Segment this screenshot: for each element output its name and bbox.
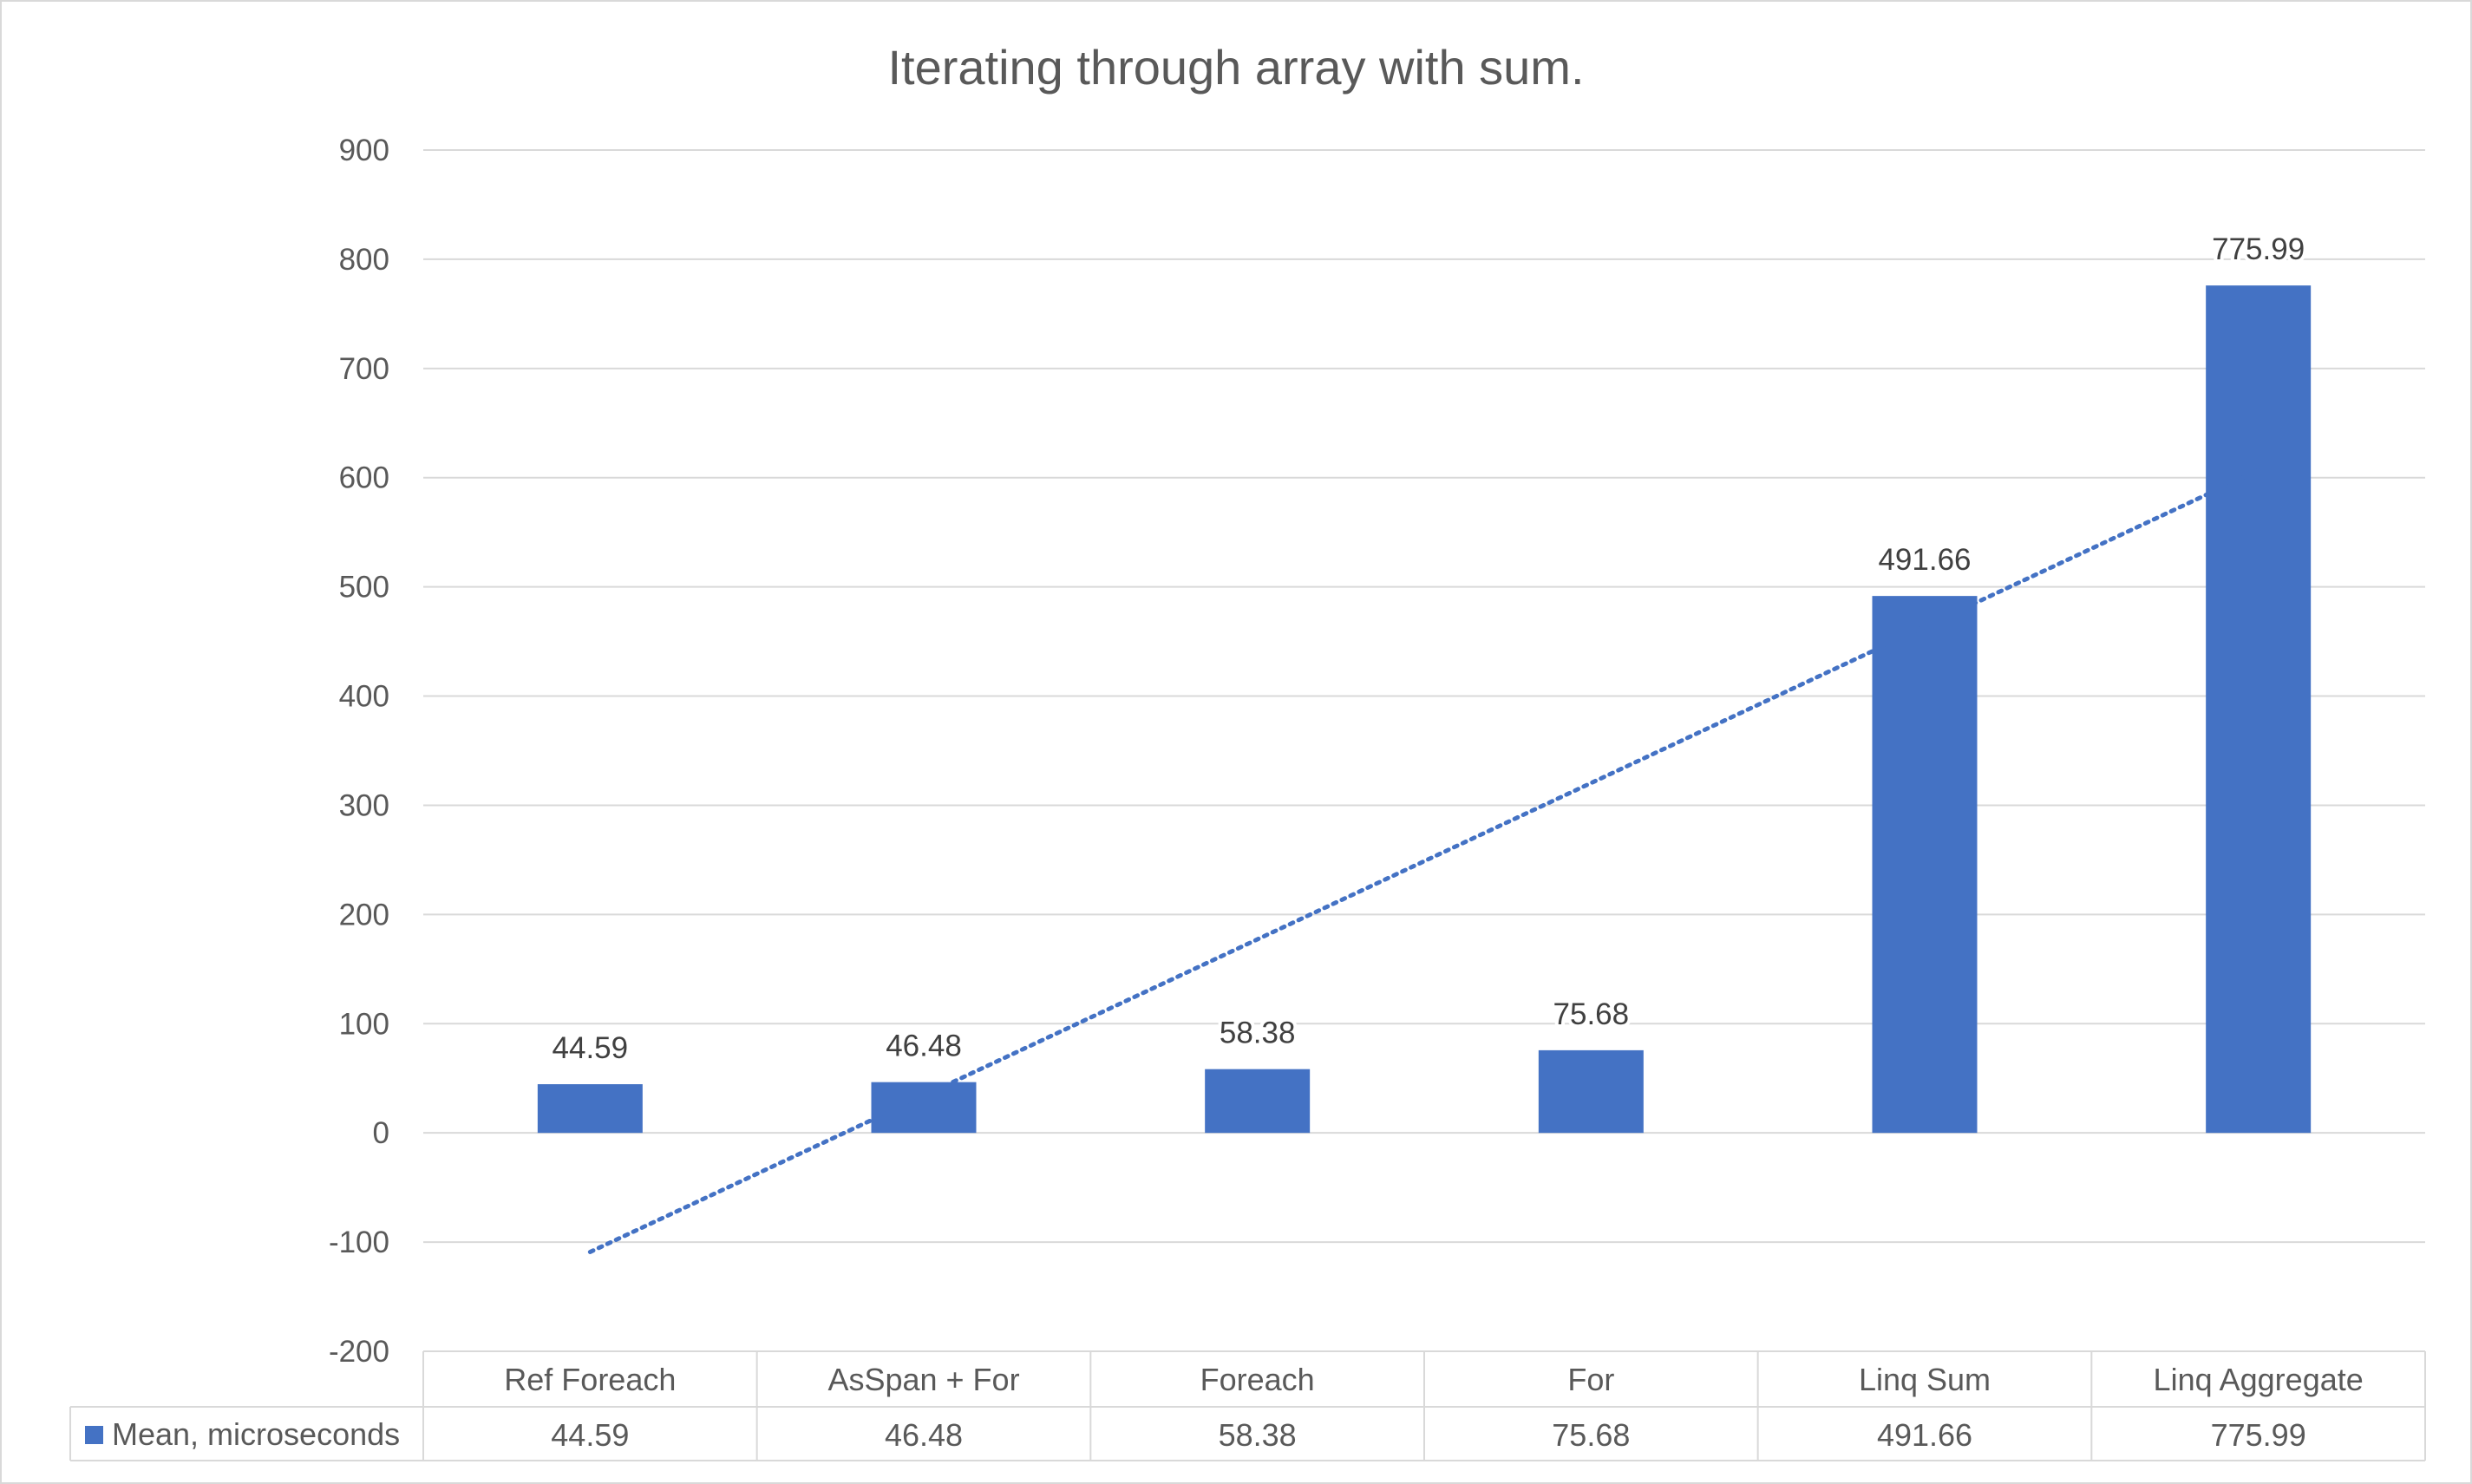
table-value: 58.38 xyxy=(1219,1417,1297,1453)
table-value: 775.99 xyxy=(2211,1417,2306,1453)
y-tick-label: 500 xyxy=(339,571,389,605)
legend-label: Mean, microseconds xyxy=(112,1416,400,1452)
bar xyxy=(537,1084,643,1134)
category-label: For xyxy=(1567,1362,1614,1397)
bar xyxy=(1538,1049,1644,1134)
y-tick-label: 200 xyxy=(339,898,389,932)
category-label: Linq Aggregate xyxy=(2154,1362,2364,1397)
table-value: 75.68 xyxy=(1552,1417,1630,1453)
bar xyxy=(1872,596,1978,1134)
trendline xyxy=(587,467,2261,1254)
data-label: 46.48 xyxy=(886,1030,962,1063)
bar xyxy=(871,1082,977,1134)
y-tick-label: 700 xyxy=(339,352,389,386)
data-label: 491.66 xyxy=(1878,543,1971,577)
y-tick-label: 800 xyxy=(339,243,389,277)
data-label: 75.68 xyxy=(1553,997,1630,1031)
trendline-line xyxy=(587,467,2261,1254)
category-label: Ref Foreach xyxy=(504,1362,676,1397)
data-table: Ref Foreach AsSpan + For Foreach For Linq Su… xyxy=(69,1350,2426,1461)
category-label: AsSpan + For xyxy=(827,1362,1019,1397)
y-tick-label: 900 xyxy=(339,134,389,167)
category-label: Foreach xyxy=(1200,1362,1315,1397)
table-value: 46.48 xyxy=(885,1417,963,1453)
data-label: 775.99 xyxy=(2212,232,2305,266)
bar xyxy=(2206,285,2312,1134)
y-tick-label: 300 xyxy=(339,788,389,822)
y-tick-label: -200 xyxy=(329,1335,389,1369)
category-label: Linq Sum xyxy=(1859,1362,1991,1397)
y-tick-label: 100 xyxy=(339,1007,389,1041)
y-tick-label: 0 xyxy=(373,1116,389,1150)
gridlines xyxy=(423,149,2425,1244)
y-tick-label: 600 xyxy=(339,461,389,495)
table-value: 44.59 xyxy=(551,1417,629,1453)
data-label: 58.38 xyxy=(1220,1017,1296,1050)
bars xyxy=(537,285,2312,1134)
y-axis-tick-labels: 900 800 700 600 500 400 300 200 100 0 -100 -200 xyxy=(329,134,389,1369)
bar xyxy=(1205,1069,1311,1134)
y-tick-label: 400 xyxy=(339,680,389,714)
table-value: 491.66 xyxy=(1877,1417,1972,1453)
data-labels: 44.59 46.48 58.38 75.68 491.66 775.99 xyxy=(549,229,2309,1069)
y-tick-label: -100 xyxy=(329,1226,389,1259)
legend-key xyxy=(85,1426,103,1444)
data-label: 44.59 xyxy=(553,1031,629,1065)
chart-title: Iterating through array with sum. xyxy=(887,40,1584,95)
